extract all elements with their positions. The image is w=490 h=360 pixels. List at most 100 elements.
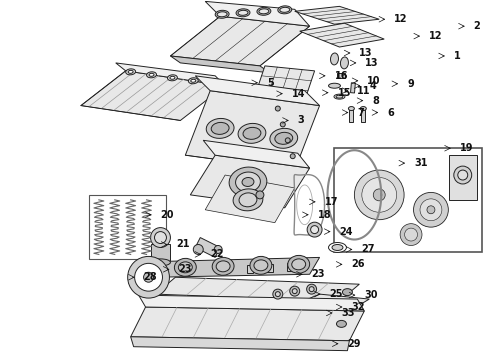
Bar: [349, 109, 353, 122]
Ellipse shape: [149, 73, 154, 76]
Polygon shape: [294, 6, 379, 24]
Ellipse shape: [334, 94, 345, 99]
Text: 30: 30: [365, 290, 378, 300]
Polygon shape: [285, 294, 369, 317]
Ellipse shape: [211, 122, 229, 134]
Text: 29: 29: [347, 339, 361, 349]
Ellipse shape: [254, 260, 268, 271]
Text: 33: 33: [342, 308, 355, 318]
Ellipse shape: [170, 76, 175, 79]
Ellipse shape: [307, 222, 322, 237]
Text: 2: 2: [474, 21, 481, 31]
Ellipse shape: [212, 257, 234, 275]
Polygon shape: [196, 76, 319, 105]
Text: 19: 19: [460, 143, 473, 153]
Text: 16: 16: [335, 71, 348, 81]
Ellipse shape: [307, 284, 317, 294]
Text: 13: 13: [366, 58, 379, 68]
Polygon shape: [131, 337, 349, 351]
Ellipse shape: [128, 256, 170, 298]
Text: 12: 12: [394, 14, 408, 24]
Text: 12: 12: [429, 31, 442, 41]
Ellipse shape: [330, 53, 339, 65]
Text: 23: 23: [312, 269, 325, 279]
Ellipse shape: [360, 107, 367, 111]
Ellipse shape: [328, 83, 341, 88]
Text: 3: 3: [298, 116, 304, 126]
Ellipse shape: [229, 167, 267, 197]
Ellipse shape: [280, 122, 285, 127]
Polygon shape: [190, 155, 310, 208]
Polygon shape: [155, 257, 319, 277]
Polygon shape: [185, 91, 319, 170]
Bar: [350, 83, 355, 93]
Polygon shape: [139, 295, 365, 311]
Ellipse shape: [147, 72, 156, 78]
Ellipse shape: [236, 172, 260, 192]
Polygon shape: [155, 277, 359, 301]
Ellipse shape: [427, 206, 435, 214]
Text: 13: 13: [359, 48, 373, 58]
Ellipse shape: [178, 262, 192, 273]
Ellipse shape: [290, 286, 300, 296]
Ellipse shape: [217, 12, 227, 17]
Ellipse shape: [341, 57, 348, 69]
Text: 7: 7: [357, 108, 364, 117]
Ellipse shape: [135, 264, 163, 291]
Ellipse shape: [188, 78, 198, 84]
Polygon shape: [449, 155, 477, 200]
Ellipse shape: [126, 69, 136, 75]
Text: 15: 15: [338, 88, 351, 98]
Ellipse shape: [256, 191, 264, 199]
Ellipse shape: [332, 244, 343, 251]
Ellipse shape: [275, 132, 293, 144]
Polygon shape: [171, 56, 270, 73]
Text: 21: 21: [176, 239, 190, 249]
Ellipse shape: [311, 226, 319, 234]
Polygon shape: [131, 307, 365, 341]
Polygon shape: [196, 238, 220, 257]
Text: 23: 23: [178, 264, 192, 274]
Polygon shape: [116, 63, 225, 86]
Bar: [361, 109, 366, 122]
Ellipse shape: [174, 258, 196, 276]
Polygon shape: [205, 175, 294, 223]
Ellipse shape: [193, 244, 203, 255]
Ellipse shape: [236, 9, 250, 17]
Text: 26: 26: [351, 259, 365, 269]
Ellipse shape: [259, 9, 269, 14]
Polygon shape: [300, 23, 384, 47]
Ellipse shape: [354, 170, 404, 220]
Ellipse shape: [150, 259, 171, 266]
Ellipse shape: [309, 287, 314, 292]
Ellipse shape: [238, 10, 248, 15]
Ellipse shape: [290, 154, 295, 159]
Ellipse shape: [191, 79, 196, 82]
Ellipse shape: [273, 289, 283, 299]
Text: 31: 31: [414, 158, 428, 168]
Bar: [267, 264, 273, 272]
Ellipse shape: [144, 272, 153, 282]
Ellipse shape: [270, 129, 297, 148]
Ellipse shape: [348, 107, 354, 111]
Ellipse shape: [328, 243, 346, 252]
Text: 28: 28: [144, 272, 157, 282]
Text: 32: 32: [351, 302, 365, 312]
Text: 25: 25: [329, 289, 343, 299]
Ellipse shape: [250, 256, 272, 274]
Ellipse shape: [337, 320, 346, 327]
Ellipse shape: [458, 170, 468, 180]
Ellipse shape: [292, 259, 306, 270]
Ellipse shape: [280, 7, 290, 12]
Ellipse shape: [336, 95, 343, 98]
Ellipse shape: [275, 106, 280, 111]
Ellipse shape: [239, 193, 257, 207]
Bar: [338, 73, 345, 78]
Ellipse shape: [238, 123, 266, 143]
Ellipse shape: [128, 70, 133, 73]
Text: 24: 24: [340, 226, 353, 237]
Ellipse shape: [214, 246, 222, 253]
Ellipse shape: [215, 10, 229, 18]
Ellipse shape: [278, 6, 292, 14]
Ellipse shape: [233, 189, 263, 211]
